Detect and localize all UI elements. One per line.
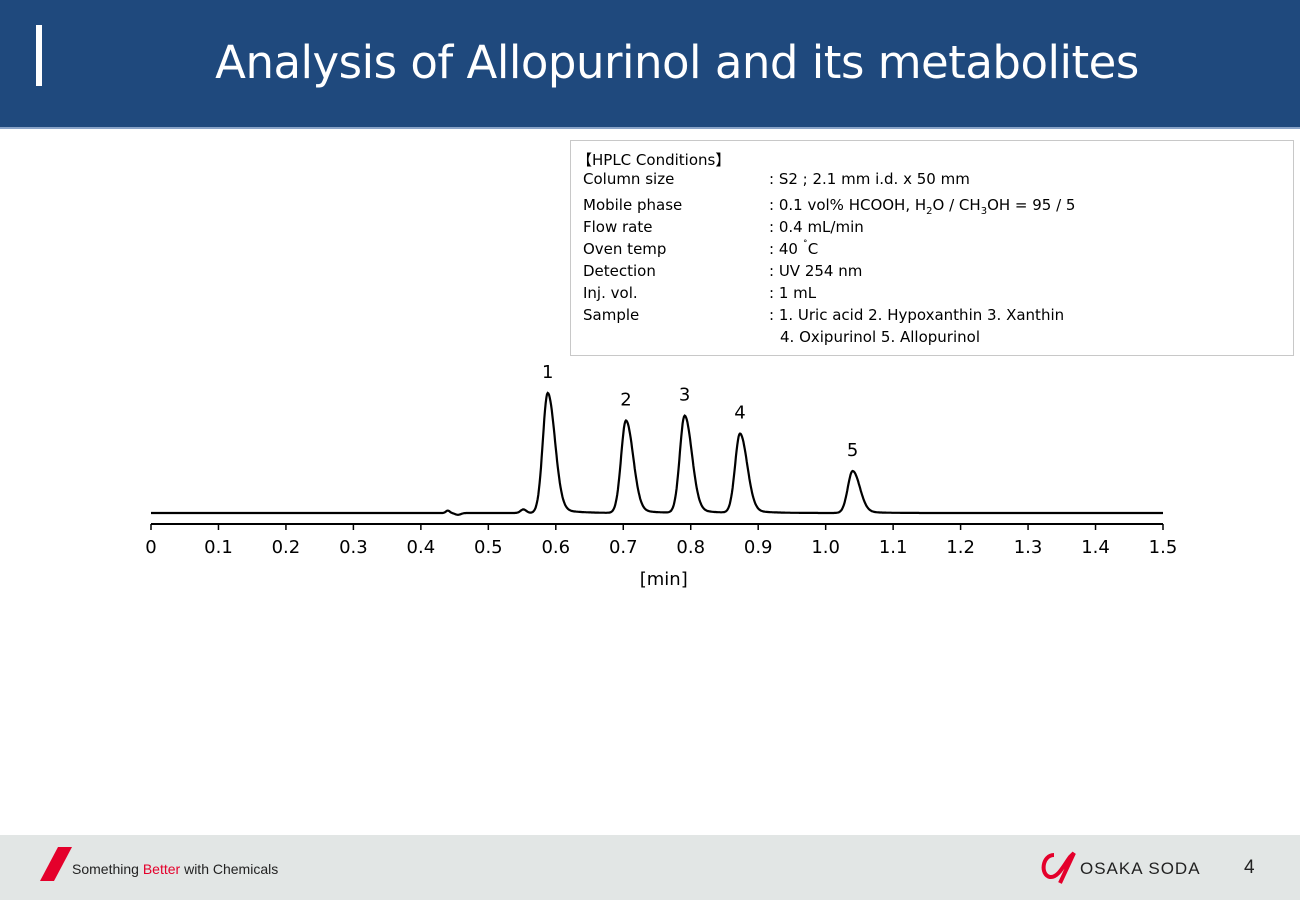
- slash-logo-icon: [40, 847, 72, 881]
- osaka-soda-logo-icon: [1041, 851, 1076, 884]
- x-tick-label: 1.0: [811, 537, 840, 558]
- x-tick-label: 1.1: [879, 537, 908, 558]
- x-tick-label: 0.4: [407, 537, 436, 558]
- condition-value: : 1. Uric acid 2. Hypoxanthin 3. Xanthin: [769, 306, 1065, 324]
- x-tick-label: 0.9: [744, 537, 773, 558]
- condition-value: : 1 mL: [769, 284, 817, 302]
- peak-label: 1: [542, 362, 553, 383]
- condition-label: Detection: [583, 262, 656, 280]
- conditions-title: 【HPLC Conditions】: [577, 151, 731, 169]
- condition-label: Inj. vol.: [583, 284, 638, 302]
- condition-label: Mobile phase: [583, 196, 683, 214]
- peak-label: 5: [847, 440, 858, 461]
- x-tick-label: 1.5: [1149, 537, 1178, 558]
- condition-value: : 0.1 vol% HCOOH, H2O / CH3OH = 95 / 5: [769, 196, 1076, 217]
- x-tick-label: 1.2: [946, 537, 975, 558]
- x-tick-label: 0.7: [609, 537, 638, 558]
- chromatogram: 0 0.1 0.2 0.3 0.4 0.5 0.6 0.7 0.8 0.9 1.0 1.1 1.2 1.3…: [145, 362, 1178, 590]
- slide-header: Analysis of Allopurinol and its metaboli…: [0, 0, 1300, 129]
- condition-value: : 40 ˚C: [769, 240, 819, 258]
- condition-value: : S2 ; 2.1 mm i.d. x 50 mm: [769, 170, 970, 188]
- peak-label: 3: [679, 385, 690, 406]
- peak-label: 4: [734, 403, 745, 424]
- brand-name: OSAKA SODA: [1080, 859, 1201, 878]
- x-tick-label: 0.1: [204, 537, 233, 558]
- x-tick-label: 0.6: [541, 537, 570, 558]
- page-number: 4: [1244, 857, 1255, 878]
- chromatogram-trace: [151, 391, 1163, 516]
- slide-footer: Something Better with Chemicals OSAKA SO…: [0, 835, 1300, 900]
- condition-label: Sample: [583, 306, 640, 324]
- x-tick-label: 0: [145, 537, 156, 558]
- condition-value: 4. Oxipurinol 5. Allopurinol: [780, 328, 980, 346]
- header-accent-bar: [36, 25, 42, 86]
- hplc-conditions-box: 【HPLC Conditions】 Column size : S2 ; 2.1…: [570, 140, 1294, 356]
- slogan: Something Better with Chemicals: [72, 861, 279, 877]
- peak-label: 2: [620, 390, 631, 411]
- condition-value: : UV 254 nm: [769, 262, 863, 280]
- condition-label: Flow rate: [583, 218, 653, 236]
- x-tick-label: 0.8: [676, 537, 705, 558]
- x-tick-label: 1.3: [1014, 537, 1043, 558]
- condition-label: Oven temp: [583, 240, 667, 258]
- slide-title: Analysis of Allopurinol and its metaboli…: [215, 36, 1139, 89]
- x-tick-label: 0.3: [339, 537, 368, 558]
- x-tick-label: 1.4: [1081, 537, 1110, 558]
- condition-label: Column size: [583, 170, 675, 188]
- condition-value: : 0.4 mL/min: [769, 218, 864, 236]
- x-tick-label: 0.5: [474, 537, 503, 558]
- x-tick-label: 0.2: [272, 537, 301, 558]
- x-axis-label: [min]: [640, 569, 688, 590]
